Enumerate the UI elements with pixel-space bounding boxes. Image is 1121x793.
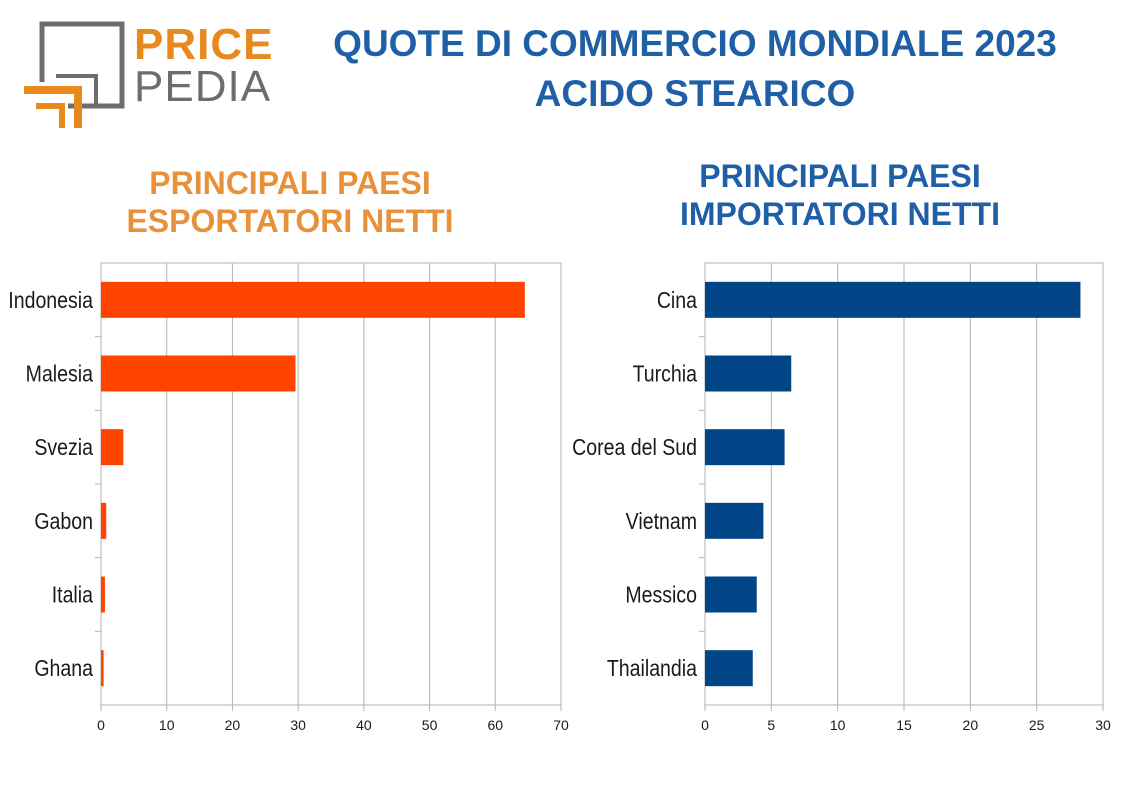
import-chart-title: PRINCIPALI PAESI IMPORTATORI NETTI	[610, 157, 1070, 233]
import-bar-vietnam	[705, 502, 764, 539]
import-bar-chart: 0 5 10 15 20 25 30 Cina Turchia Corea del Sud Viet…	[572, 262, 1111, 733]
import-category-label: Turchia	[633, 361, 698, 387]
import-bar-turchia	[705, 355, 792, 392]
export-bar-indonesia	[101, 281, 525, 318]
import-category-label: Messico	[625, 582, 697, 608]
page-title: QUOTE DI COMMERCIO MONDIALE 2023	[333, 23, 1057, 64]
export-x-tick-label: 0	[97, 717, 105, 733]
logo-word-price: PRICE	[134, 20, 274, 69]
import-x-tick-label: 30	[1095, 717, 1111, 733]
import-category-label: Thailandia	[607, 656, 697, 682]
export-x-tick-label: 20	[225, 717, 241, 733]
import-x-tick-label: 0	[701, 717, 709, 733]
export-category-label: Italia	[52, 582, 93, 608]
import-category-label: Cina	[657, 287, 697, 313]
import-x-tick-label: 5	[767, 717, 775, 733]
export-x-tick-label: 40	[356, 717, 372, 733]
export-x-tick-label: 70	[553, 717, 569, 733]
import-x-tick-label: 20	[963, 717, 979, 733]
pricepedia-logo: PRICE PEDIA	[22, 18, 272, 133]
export-category-label: Gabon	[34, 508, 93, 534]
import-category-label: Vietnam	[626, 508, 697, 534]
export-bar-ghana	[101, 650, 104, 687]
export-category-label: Malesia	[26, 361, 93, 387]
import-bar-messico	[705, 576, 757, 613]
import-category-label: Corea del Sud	[572, 435, 697, 461]
export-chart-title-line1: PRINCIPALI PAESI	[149, 165, 431, 201]
import-x-tick-label: 15	[896, 717, 912, 733]
export-chart-title: PRINCIPALI PAESI ESPORTATORI NETTI	[60, 164, 520, 240]
export-x-tick-label: 30	[290, 717, 306, 733]
page-subtitle: ACIDO STEARICO	[534, 73, 856, 114]
import-x-tick-label: 10	[830, 717, 846, 733]
export-chart-title-line2: ESPORTATORI NETTI	[126, 203, 454, 239]
export-bar-malesia	[101, 355, 296, 392]
export-bar-chart: 0 10 20 30 40 50 60 70 Indonesia Malesia Svezia Gab…	[8, 262, 569, 733]
export-bar-svezia	[101, 429, 124, 466]
export-bar-gabon	[101, 502, 107, 539]
logo-word-pedia: PEDIA	[134, 62, 272, 111]
import-chart-title-line1: PRINCIPALI PAESI	[699, 158, 981, 194]
export-plot-area	[100, 262, 562, 706]
import-bar-thailandia	[705, 650, 753, 687]
import-x-tick-label: 25	[1029, 717, 1045, 733]
import-bar-cina	[705, 281, 1081, 318]
export-category-label: Svezia	[34, 435, 93, 461]
export-x-tick-label: 60	[487, 717, 503, 733]
logo-mark-icon	[24, 21, 125, 128]
export-bar-italia	[101, 576, 105, 613]
export-category-label: Ghana	[34, 656, 93, 682]
import-bar-corea-del-sud	[705, 429, 785, 466]
export-category-label: Indonesia	[8, 287, 93, 313]
export-x-tick-label: 10	[159, 717, 175, 733]
import-chart-title-line2: IMPORTATORI NETTI	[680, 196, 1000, 232]
export-x-tick-label: 50	[422, 717, 438, 733]
